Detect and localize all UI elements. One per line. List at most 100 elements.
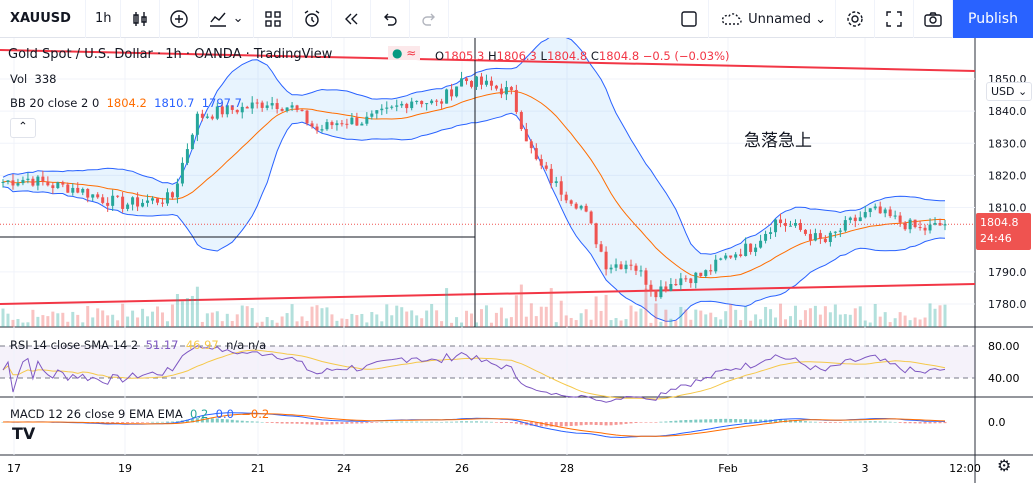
macd-histogram-bar — [833, 422, 837, 423]
volume-bar — [599, 310, 603, 327]
volume-bar — [639, 308, 643, 327]
volume-bar — [873, 303, 877, 327]
candle — [280, 109, 284, 111]
symbol-search[interactable]: XAUUSD — [0, 0, 86, 38]
publish-button[interactable]: Publish — [953, 0, 1033, 38]
volume-bar — [275, 322, 279, 327]
volume-bar — [325, 307, 329, 327]
volume-bar — [943, 304, 947, 327]
volume-bar — [843, 314, 847, 327]
interval-button[interactable]: 1h — [86, 0, 122, 38]
candle — [559, 181, 563, 195]
indicators-icon[interactable]: ⌄ — [199, 0, 254, 38]
candle — [165, 192, 169, 204]
alert-icon[interactable] — [293, 0, 332, 38]
macd-histogram-bar — [340, 422, 344, 425]
volume-bar — [694, 309, 698, 327]
candle — [330, 122, 334, 126]
price-chart[interactable]: 1850.01840.01830.01820.01810.01790.01780… — [0, 35, 1033, 483]
candle — [479, 76, 483, 85]
macd-histogram-bar — [295, 422, 299, 424]
macd-histogram-bar — [445, 421, 449, 423]
candle — [51, 185, 55, 189]
volume-bar — [285, 313, 289, 327]
candle — [210, 116, 214, 119]
volume-bar — [689, 319, 693, 327]
macd-histogram-bar — [529, 422, 533, 426]
volume-bar — [390, 315, 394, 327]
volume-bar — [544, 306, 548, 327]
macd-histogram-bar — [719, 418, 723, 423]
volume-bar — [499, 307, 503, 327]
macd-histogram-bar — [395, 421, 399, 423]
time-axis-settings-icon[interactable]: ⚙ — [997, 456, 1012, 475]
currency-select[interactable]: USD ⌄ — [986, 82, 1033, 101]
volume-bar — [494, 312, 498, 327]
candle — [310, 123, 314, 127]
price-tick: 1830.0 — [988, 137, 1027, 150]
volume-bar — [300, 316, 304, 327]
candle — [141, 202, 145, 207]
candle — [908, 219, 912, 230]
candle — [539, 159, 543, 166]
layout-menu[interactable]: Unnamed ⌄ — [709, 0, 836, 38]
volume-bar — [734, 309, 738, 327]
redo-icon[interactable] — [410, 0, 449, 38]
time-tick: 3 — [862, 462, 869, 475]
candle — [903, 222, 907, 230]
candle — [370, 113, 374, 117]
trendline-lower — [0, 283, 976, 305]
undo-icon[interactable] — [371, 0, 410, 38]
macd-histogram-bar — [111, 422, 115, 424]
fullscreen-select-icon[interactable] — [670, 0, 709, 38]
fullscreen-icon[interactable] — [875, 0, 914, 38]
volume-bar — [415, 315, 419, 327]
legend-title: Gold Spot / U.S. Dollar · 1h · OANDA · T… — [8, 47, 333, 62]
macd-histogram-bar — [151, 421, 155, 423]
candle — [878, 206, 882, 214]
candle — [175, 183, 179, 198]
collapse-legend-button[interactable]: ⌃ — [10, 118, 36, 138]
volume-bar — [509, 317, 513, 327]
macd-histogram-bar — [380, 421, 384, 423]
volume-bar — [180, 301, 184, 327]
macd-histogram-bar — [440, 421, 444, 423]
macd-histogram-bar — [435, 421, 439, 423]
candle — [470, 80, 474, 87]
candle — [744, 243, 748, 257]
macd-histogram-bar — [803, 421, 807, 423]
candle — [255, 102, 259, 104]
macd-histogram-bar — [455, 421, 459, 423]
candle — [215, 106, 219, 119]
replay-icon[interactable] — [332, 0, 371, 38]
templates-icon[interactable] — [254, 0, 293, 38]
candle — [818, 233, 822, 239]
candle — [704, 270, 708, 277]
chart-area[interactable]: 1850.0 1840.0 1830.0 1820.0 1810.0 1790.0 1780… — [0, 35, 1033, 483]
candle — [779, 219, 783, 224]
settings-gear-icon[interactable] — [836, 0, 875, 38]
rsi-line — [2, 345, 946, 403]
volume-bar — [385, 304, 389, 327]
macd-histogram-bar — [694, 419, 698, 423]
volume-bar — [484, 305, 488, 327]
macd-histogram-bar — [131, 422, 135, 423]
volume-bar — [938, 305, 942, 327]
candle — [205, 116, 209, 118]
bar-style-icon[interactable] — [121, 0, 161, 38]
bb-legend: BB 20 close 2 0 1804.2 1810.7 1797.7 — [10, 96, 242, 110]
tradingview-logo[interactable]: TV — [12, 424, 36, 443]
chart-annotation-text[interactable]: 急落急上 — [744, 131, 812, 151]
candle — [465, 78, 469, 81]
candle — [260, 102, 264, 108]
candle — [714, 259, 718, 272]
time-tick: 12:00 — [949, 462, 981, 475]
volume-bar — [240, 305, 244, 327]
macd-histogram-bar — [938, 422, 942, 424]
compare-add-icon[interactable] — [160, 0, 200, 38]
macd-histogram-bar — [754, 419, 758, 423]
volume-bar — [898, 312, 902, 327]
snapshot-camera-icon[interactable] — [914, 0, 953, 38]
volume-bar — [574, 320, 578, 327]
candle — [754, 247, 758, 252]
